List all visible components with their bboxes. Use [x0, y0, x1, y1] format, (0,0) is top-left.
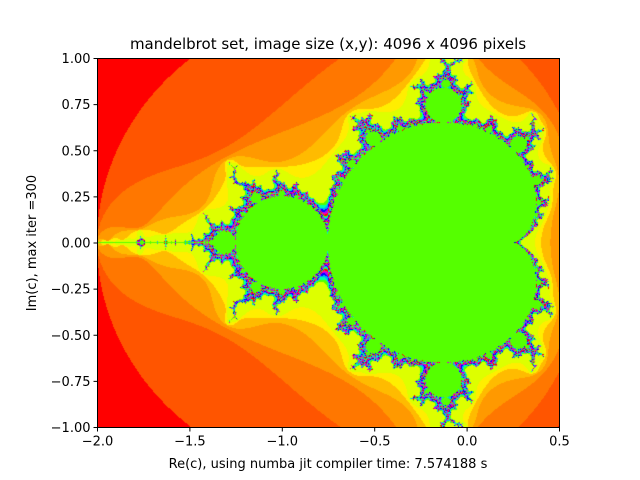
mandelbrot-image — [97, 58, 559, 427]
x-tick-label: −0.5 — [359, 435, 391, 450]
y-tick-label: −0.75 — [51, 375, 91, 390]
y-tick-label: 0.00 — [62, 237, 91, 252]
x-axis-label: Re(c), using numba jit compiler time: 7.… — [169, 457, 488, 472]
y-axis-label: Im(c), max iter =300 — [25, 175, 40, 311]
y-tick-label: 1.00 — [62, 52, 91, 67]
x-axis: −2.0 −1.5 −1.0 −0.5 0.0 0.5 — [82, 427, 570, 450]
y-axis: −1.00 −0.75 −0.50 −0.25 0.00 0.25 0.50 0.75 1.00 — [51, 52, 98, 436]
y-tick-label: 0.50 — [62, 144, 91, 159]
x-tick-label: −2.0 — [82, 435, 114, 450]
y-tick-label: 0.25 — [62, 190, 91, 205]
y-tick-label: −0.25 — [51, 283, 91, 298]
y-tick-label: −0.50 — [51, 329, 91, 344]
plot-frame — [97, 58, 560, 428]
y-tick-label: −1.00 — [51, 421, 91, 436]
x-tick-label: −1.5 — [174, 435, 206, 450]
x-tick-label: −1.0 — [267, 435, 299, 450]
x-tick-label: 0.5 — [549, 435, 570, 450]
chart-title: mandelbrot set, image size (x,y): 4096 x… — [130, 35, 526, 53]
y-tick-label: 0.75 — [62, 98, 91, 113]
x-tick-label: 0.0 — [457, 435, 478, 450]
